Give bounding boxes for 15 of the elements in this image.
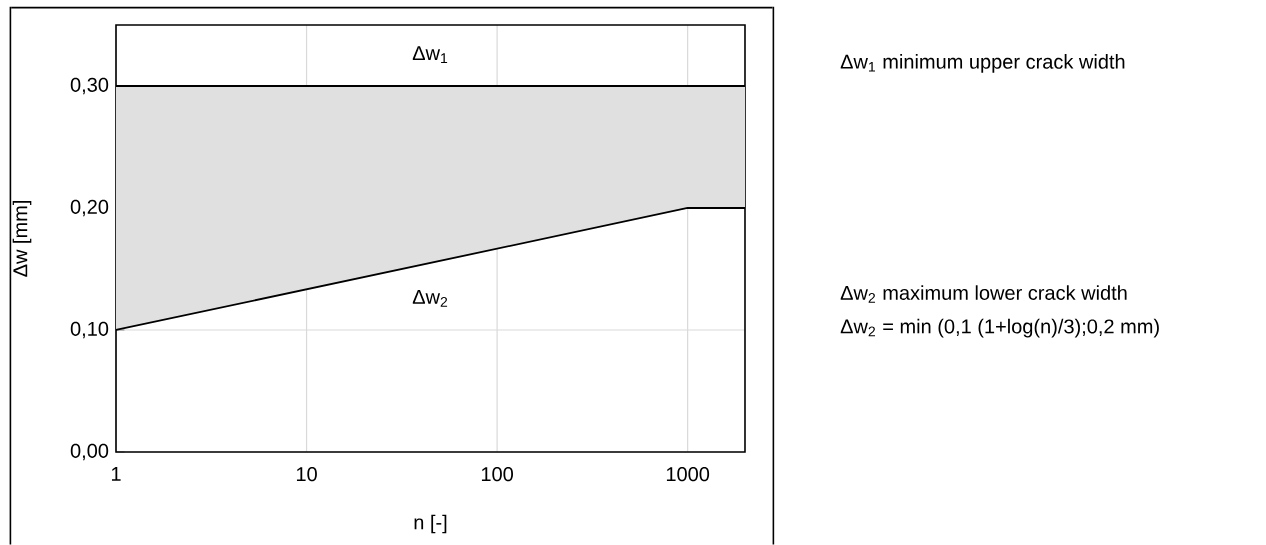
series-label: Δw$_{1}$ — [412, 46, 448, 63]
y-tick-label: 0,20 — [70, 199, 109, 217]
x-tick-label: 1 — [111, 467, 121, 481]
x-tick-label: 1000 — [666, 467, 710, 482]
y-axis-title: Δw [mm] — [12, 201, 32, 277]
x-axis-title: n [-] — [414, 514, 447, 534]
text: Δw$_{2}$ = min (0,1 (1+log(n)/3);0,2 mm) — [840, 318, 1159, 338]
y-tick-label: 0,10 — [70, 321, 109, 339]
y-tick-label: 0,00 — [70, 443, 109, 461]
x-tick-label: 100 — [481, 467, 513, 482]
y-tick-label: 0,30 — [70, 77, 109, 95]
text: Δw$_{1}$ minimum upper crack width — [840, 54, 1125, 73]
text: Δw$_{2}$ maximum lower crack width — [840, 285, 1127, 303]
x-tick-label: 10 — [296, 467, 317, 482]
series-label: Δw$_{2}$ — [412, 289, 448, 307]
